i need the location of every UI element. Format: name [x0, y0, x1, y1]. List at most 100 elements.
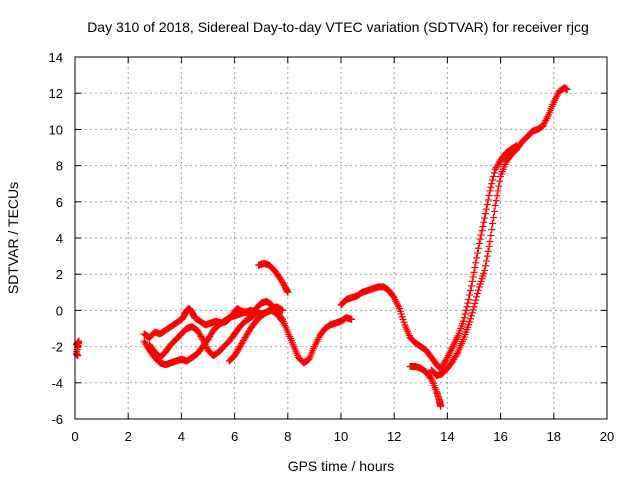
- data-point: [470, 303, 478, 311]
- x-tick-label: 20: [600, 429, 614, 444]
- plot-frame: [74, 56, 608, 420]
- data-point: [489, 220, 497, 228]
- data-point: [481, 214, 489, 222]
- data-point: [490, 207, 498, 215]
- data-point: [469, 273, 477, 281]
- data-point: [468, 309, 476, 317]
- data-point: [482, 262, 490, 270]
- data-point: [494, 187, 502, 195]
- data-point: [477, 231, 485, 239]
- data-point: [470, 268, 478, 276]
- data-point: [453, 350, 461, 358]
- data-point: [488, 180, 496, 188]
- data-point: [437, 402, 445, 410]
- data-point: [468, 277, 476, 285]
- y-tick-label: 10: [49, 122, 63, 137]
- data-point: [473, 293, 481, 301]
- data-point: [460, 314, 468, 322]
- series-arc-i: [438, 142, 521, 371]
- y-tick-label: 14: [49, 50, 63, 65]
- data-point: [469, 306, 477, 314]
- data-point: [482, 205, 490, 213]
- data-point: [495, 182, 503, 190]
- data-point: [471, 264, 479, 272]
- series-arc-g: [406, 363, 445, 410]
- data-point: [482, 210, 490, 218]
- data-point: [491, 201, 499, 209]
- data-point: [513, 142, 521, 150]
- data-point: [496, 177, 504, 185]
- data-point: [489, 176, 497, 184]
- x-tick-label: 14: [440, 429, 454, 444]
- data-point: [467, 312, 475, 320]
- data-point: [459, 317, 467, 325]
- data-point: [278, 306, 286, 314]
- data-point: [481, 267, 489, 275]
- y-tick-label: 0: [56, 303, 63, 318]
- y-tick-label: 4: [56, 231, 63, 246]
- y-tick-label: 8: [56, 159, 63, 174]
- data-point: [474, 286, 482, 294]
- chart-title: Day 310 of 2018, Sidereal Day-to-day VTE…: [87, 19, 589, 35]
- data-point: [493, 192, 501, 200]
- data-point: [492, 197, 500, 205]
- data-point: [278, 306, 286, 314]
- data-point: [484, 196, 492, 204]
- y-tick-label: -6: [51, 412, 63, 427]
- data-point: [480, 218, 488, 226]
- data-point: [462, 306, 470, 314]
- data-point: [278, 317, 286, 325]
- y-tick-label: 2: [56, 267, 63, 282]
- data-point: [471, 299, 479, 307]
- data-point: [483, 252, 491, 260]
- data-point: [490, 213, 498, 221]
- y-tick-label: -2: [51, 340, 63, 355]
- data-point: [464, 299, 472, 307]
- series-arc-h: [427, 84, 571, 380]
- data-point: [474, 249, 482, 257]
- data-point: [466, 291, 474, 299]
- data-point: [487, 183, 495, 191]
- x-tick-label: 6: [231, 429, 238, 444]
- data-point: [476, 235, 484, 243]
- data-point: [278, 316, 286, 324]
- data-point: [252, 310, 260, 318]
- data-point: [483, 201, 491, 209]
- data-point: [487, 232, 495, 240]
- data-point: [479, 223, 487, 231]
- data-point: [490, 172, 498, 180]
- x-axis-label: GPS time / hours: [288, 458, 395, 474]
- axis-ticks: 0 2 4 6 8 10 12 14 16 18 20 -6 -4 -2 0 2 4 6 8 10 12 14: [49, 50, 615, 444]
- data-point: [472, 259, 480, 267]
- data-point: [467, 282, 475, 290]
- series-arc-f: [337, 283, 446, 374]
- data-point: [485, 242, 493, 250]
- data-point: [465, 296, 473, 304]
- data-point: [461, 310, 469, 318]
- x-tick-label: 18: [547, 429, 561, 444]
- grid: [75, 57, 607, 419]
- data-point: [485, 191, 493, 199]
- x-tick-label: 0: [71, 429, 78, 444]
- x-tick-label: 16: [493, 429, 507, 444]
- data-point: [488, 226, 496, 234]
- data-point: [486, 238, 494, 246]
- x-tick-label: 10: [334, 429, 348, 444]
- data-point: [474, 244, 482, 252]
- x-tick-label: 2: [125, 429, 132, 444]
- data-point: [486, 187, 494, 195]
- x-tick-label: 12: [387, 429, 401, 444]
- data-point: [484, 247, 492, 255]
- data-point: [490, 169, 498, 177]
- y-tick-label: 6: [56, 195, 63, 210]
- y-tick-label: -4: [51, 376, 63, 391]
- data-point: [284, 288, 292, 296]
- data-point: [512, 142, 520, 150]
- data-point: [563, 86, 571, 94]
- data-points: [72, 84, 571, 410]
- data-point: [466, 315, 474, 323]
- data-point: [465, 321, 473, 329]
- series-start: [72, 337, 83, 360]
- data-point: [251, 311, 259, 319]
